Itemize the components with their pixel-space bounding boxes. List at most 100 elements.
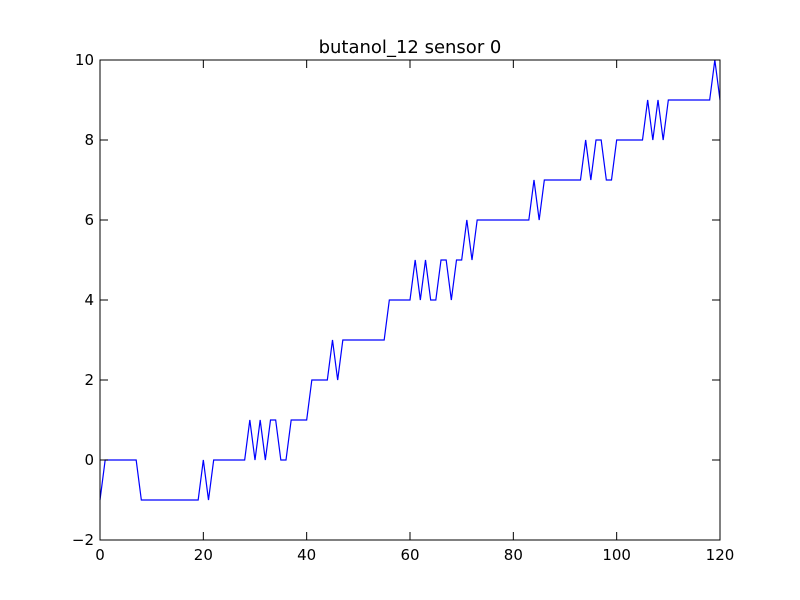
data-point (167, 499, 168, 500)
data-point (161, 499, 162, 500)
data-point (280, 459, 281, 460)
data-point (327, 379, 328, 380)
data-point (554, 179, 555, 180)
data-point (492, 219, 493, 220)
data-point (347, 339, 348, 340)
data-point (657, 99, 658, 100)
data-point (203, 459, 204, 460)
data-point (425, 259, 426, 260)
data-point (632, 139, 633, 140)
data-point (172, 499, 173, 500)
data-point (213, 459, 214, 460)
data-point (218, 459, 219, 460)
data-point (683, 99, 684, 100)
data-point (229, 459, 230, 460)
data-point (260, 419, 261, 420)
data-point (316, 379, 317, 380)
data-point (265, 459, 266, 460)
y-tick-label: −2 (72, 531, 94, 549)
data-point (363, 339, 364, 340)
data-point (378, 339, 379, 340)
data-point (368, 339, 369, 340)
data-point (415, 259, 416, 260)
plot-frame (99, 59, 721, 541)
data-point (477, 219, 478, 220)
data-point (642, 139, 643, 140)
y-tick-label: 4 (84, 291, 94, 309)
data-point (322, 379, 323, 380)
data-point (709, 99, 710, 100)
data-point (353, 339, 354, 340)
data-point (110, 459, 111, 460)
data-point (626, 139, 627, 140)
data-point (399, 299, 400, 300)
x-tick-label: 20 (194, 546, 213, 564)
data-point (306, 419, 307, 420)
data-point (275, 419, 276, 420)
data-point (192, 499, 193, 500)
data-point (508, 219, 509, 220)
data-point (440, 259, 441, 260)
data-point (254, 459, 255, 460)
data-point (208, 499, 209, 500)
data-point (523, 219, 524, 220)
data-point (663, 139, 664, 140)
y-tick-label: 6 (84, 211, 94, 229)
data-point (606, 179, 607, 180)
data-point (198, 499, 199, 500)
data-point (688, 99, 689, 100)
data-point (285, 459, 286, 460)
data-point (456, 259, 457, 260)
data-point (384, 339, 385, 340)
data-point (223, 459, 224, 460)
data-point (141, 499, 142, 500)
data-point (502, 219, 503, 220)
data-point (590, 179, 591, 180)
data-point (466, 219, 467, 220)
data-point (559, 179, 560, 180)
data-point (311, 379, 312, 380)
x-tick-label: 80 (504, 546, 523, 564)
data-point (482, 219, 483, 220)
data-point (451, 299, 452, 300)
data-point (136, 459, 137, 460)
data-point (704, 99, 705, 100)
x-tick-label: 100 (602, 546, 631, 564)
y-tick-label: 8 (84, 131, 94, 149)
data-point (595, 139, 596, 140)
data-point (373, 339, 374, 340)
data-point (146, 499, 147, 500)
data-point (156, 499, 157, 500)
data-point (528, 219, 529, 220)
data-point (539, 219, 540, 220)
data-point (420, 299, 421, 300)
y-tick-label: 0 (84, 451, 94, 469)
data-point (699, 99, 700, 100)
data-point (151, 499, 152, 500)
data-point (301, 419, 302, 420)
data-point (585, 139, 586, 140)
data-point (115, 459, 116, 460)
data-point (125, 459, 126, 460)
x-tick-label: 60 (400, 546, 419, 564)
data-point (471, 259, 472, 260)
data-point (187, 499, 188, 500)
data-point (332, 339, 333, 340)
data-point (678, 99, 679, 100)
data-point (430, 299, 431, 300)
data-point (234, 459, 235, 460)
data-point (544, 179, 545, 180)
data-point (461, 259, 462, 260)
data-point (564, 179, 565, 180)
data-point (616, 139, 617, 140)
data-point (694, 99, 695, 100)
data-point (177, 499, 178, 500)
data-point (270, 419, 271, 420)
data-point (435, 299, 436, 300)
x-tick-label: 40 (297, 546, 316, 564)
data-point (673, 99, 674, 100)
data-point (404, 299, 405, 300)
y-tick-label: 2 (84, 371, 94, 389)
